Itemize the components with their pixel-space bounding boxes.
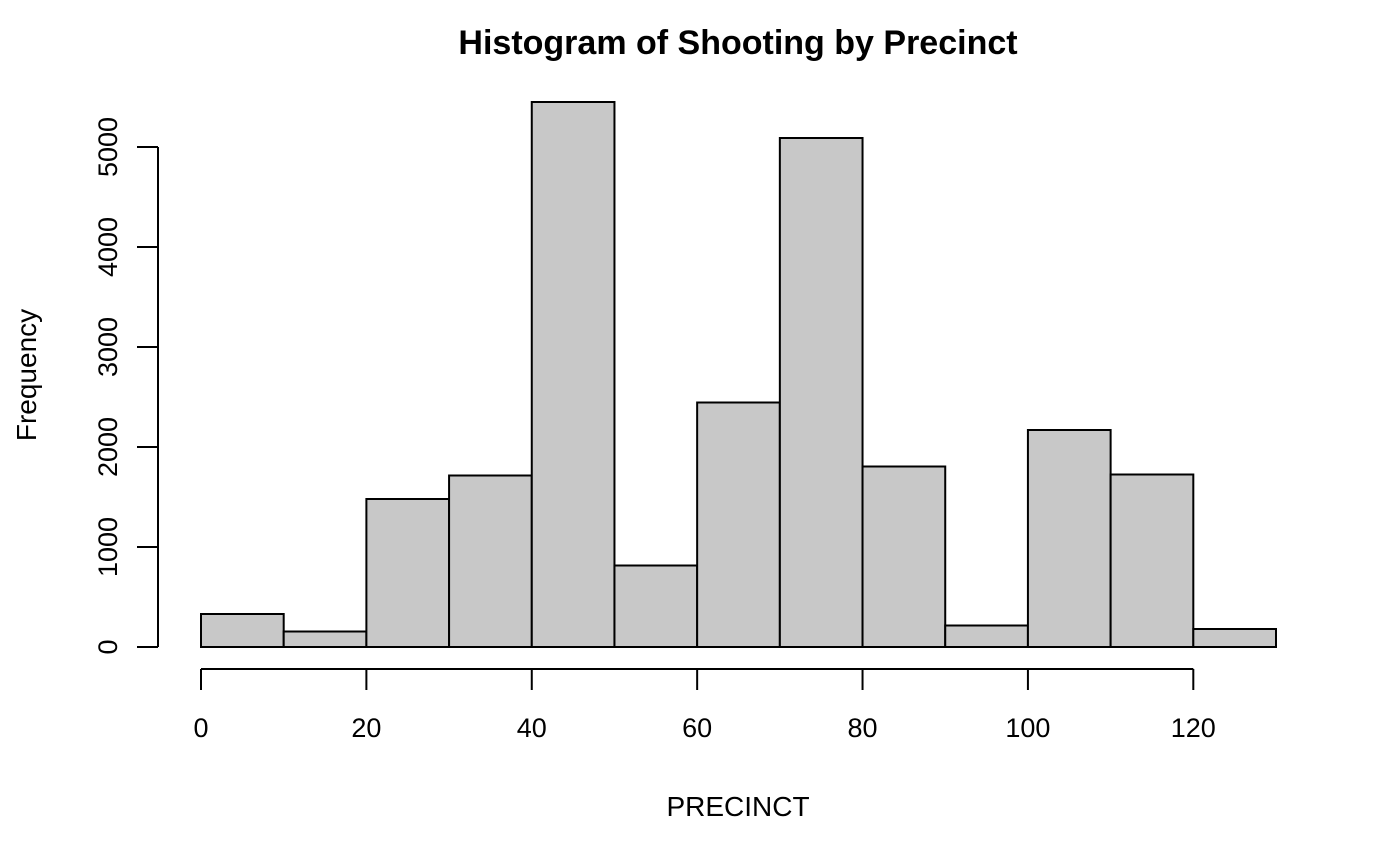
x-tick-label: 100 (1005, 713, 1050, 743)
histogram-bar (365, 498, 451, 648)
x-tick-label: 60 (682, 713, 712, 743)
x-tick-label: 40 (517, 713, 547, 743)
histogram-bar (282, 630, 368, 648)
y-tick-label: 1000 (93, 517, 123, 577)
histogram-bar (778, 137, 864, 648)
histogram-bar (1192, 628, 1278, 648)
histogram-bar (613, 564, 699, 648)
histogram-bar (1026, 429, 1112, 648)
histogram-bar (696, 401, 781, 648)
histogram-bar (448, 474, 533, 648)
x-tick-label: 0 (193, 713, 208, 743)
histogram-bar (1109, 473, 1195, 648)
histogram-bar (530, 101, 616, 648)
y-tick-label: 0 (93, 639, 123, 654)
histogram-bar (944, 624, 1029, 648)
histogram-bar (861, 465, 947, 648)
y-tick-label: 2000 (93, 417, 123, 477)
x-tick-label: 20 (351, 713, 381, 743)
y-tick-label: 3000 (93, 317, 123, 377)
x-axis-label: PRECINCT (666, 791, 809, 822)
y-axis-label: Frequency (11, 309, 42, 441)
x-axis: 0 20 40 60 80 100 120 (193, 668, 1216, 743)
y-axis: 0 1000 2000 3000 4000 5000 (93, 117, 159, 655)
histogram-bars (200, 101, 1278, 648)
histogram-bar (200, 613, 285, 648)
x-tick-label: 80 (848, 713, 878, 743)
y-tick-label: 5000 (93, 117, 123, 177)
y-tick-label: 4000 (93, 217, 123, 277)
chart-title: Histogram of Shooting by Precinct (458, 24, 1017, 62)
x-tick-label: 120 (1171, 713, 1216, 743)
